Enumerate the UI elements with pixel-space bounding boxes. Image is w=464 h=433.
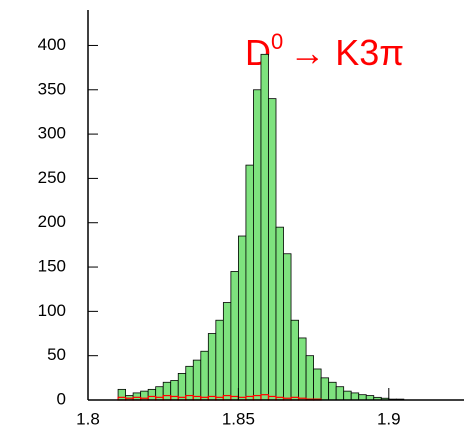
bar	[147, 388, 157, 401]
bar	[260, 53, 269, 401]
x-tick-label: 1.8	[76, 409, 100, 428]
bar	[132, 392, 142, 401]
bar	[170, 380, 179, 401]
y-tick-label: 200	[38, 212, 66, 231]
y-tick-label: 350	[38, 79, 66, 98]
annotation-part: → K3π	[289, 32, 404, 73]
y-tick-label: 0	[57, 389, 66, 408]
bar	[200, 350, 209, 401]
bar	[320, 377, 330, 401]
bar	[305, 355, 314, 401]
bar	[298, 337, 307, 401]
bar	[192, 359, 202, 401]
bar	[343, 390, 352, 401]
bar	[215, 319, 224, 401]
y-tick-label: 300	[38, 124, 66, 143]
annotation: D0 → K3π	[245, 29, 404, 73]
bar	[350, 392, 360, 401]
bar	[162, 381, 172, 401]
y-tick-label: 100	[38, 301, 66, 320]
x-tick-label: 1.9	[377, 409, 401, 428]
bar	[245, 164, 254, 401]
bar	[358, 394, 367, 401]
y-tick-label: 50	[47, 345, 66, 364]
y-tick-label: 150	[38, 257, 66, 276]
bar	[313, 368, 322, 401]
bar	[117, 388, 127, 401]
bar	[177, 373, 187, 401]
y-tick-label: 400	[38, 35, 66, 54]
bar	[328, 381, 337, 401]
bar	[335, 386, 345, 401]
bar	[222, 302, 232, 401]
bar	[283, 253, 292, 401]
bar	[237, 235, 247, 401]
bar	[230, 271, 239, 401]
bar	[253, 89, 262, 401]
bar	[207, 333, 217, 401]
bar	[268, 98, 277, 401]
bar	[185, 365, 194, 401]
x-tick-label: 1.85	[222, 409, 255, 428]
bar	[290, 319, 299, 401]
bar	[275, 226, 284, 401]
bar	[155, 386, 164, 401]
annotation-sup: 0	[271, 29, 283, 54]
y-tick-label: 250	[38, 168, 66, 187]
